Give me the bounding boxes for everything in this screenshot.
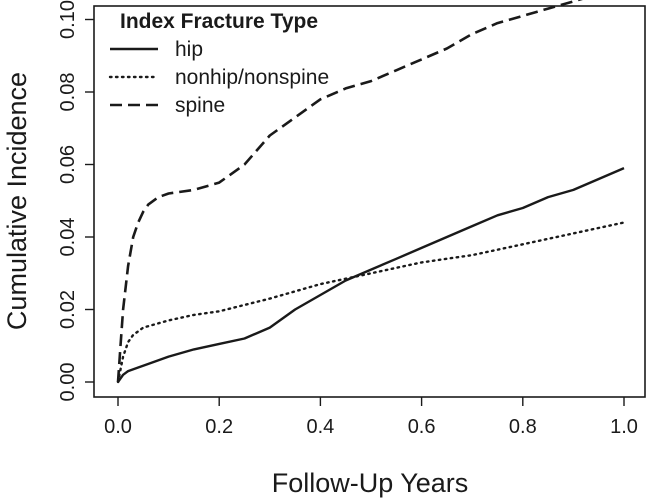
y-axis: 0.00 0.02 0.04 0.06 0.08 0.10 [57, 0, 94, 401]
y-tick-label: 0.04 [57, 218, 79, 257]
x-tick-label: 0.2 [205, 416, 233, 438]
y-axis-title: Cumulative Incidence [2, 72, 32, 330]
y-tick-label: 0.00 [57, 363, 79, 402]
x-tick-label: 0.0 [104, 416, 132, 438]
series-line-spine [116, 0, 583, 383]
y-tick-label: 0.08 [57, 73, 79, 112]
y-tick-label: 0.06 [57, 145, 79, 184]
y-tick-label: 0.02 [57, 290, 79, 329]
x-tick-label: 1.0 [610, 416, 638, 438]
legend: Index Fracture Type hip nonhip/nonspine … [108, 10, 329, 117]
x-tick-label: 0.8 [509, 416, 537, 438]
legend-title: Index Fracture Type [120, 10, 318, 33]
x-tick-label: 0.6 [408, 416, 436, 438]
legend-label-spine: spine [175, 94, 225, 117]
legend-label-hip: hip [175, 38, 203, 61]
legend-label-nonhip-nonspine: nonhip/nonspine [175, 66, 329, 89]
x-axis: 0.0 0.2 0.4 0.6 0.8 1.0 [104, 397, 638, 438]
series-layer [116, 0, 626, 384]
x-tick-label: 0.4 [306, 416, 334, 438]
series-line-hip [117, 166, 625, 383]
x-axis-title: Follow-Up Years [272, 468, 469, 498]
y-tick-label: 0.10 [57, 0, 79, 39]
series-line-nonhip-nonspine [116, 221, 626, 384]
plot-frame [93, 5, 646, 398]
